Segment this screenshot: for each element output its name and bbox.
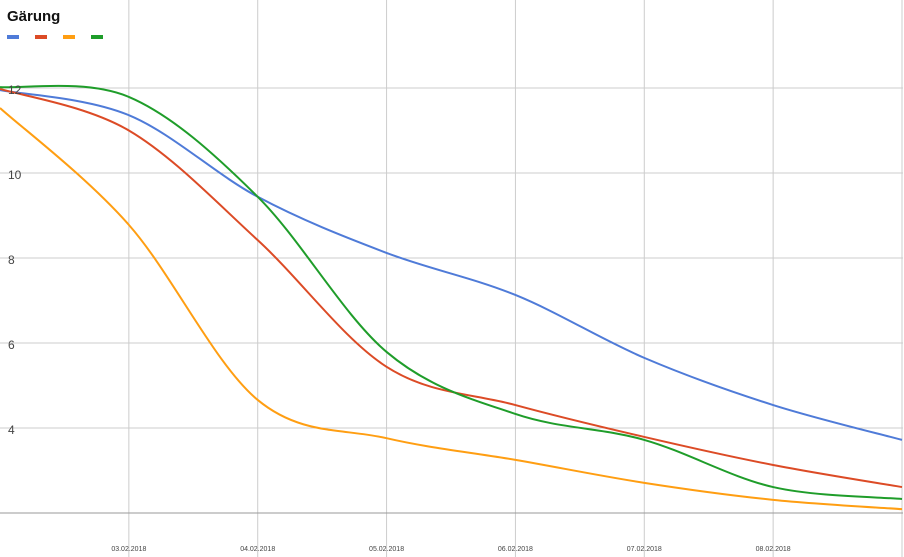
chart-title: Gärung bbox=[7, 8, 60, 25]
series-line bbox=[0, 89, 903, 441]
series-line bbox=[0, 87, 903, 489]
labels: 4 6 8 10 12 03.02.2018 04.02.2018 05.02.2018 06.… bbox=[7, 35, 791, 553]
x-tick-label: 07.02.2018 bbox=[627, 546, 662, 553]
x-tick-label: 08.02.2018 bbox=[756, 546, 791, 553]
y-tick-label: 12 bbox=[8, 83, 22, 97]
x-tick-label: 05.02.2018 bbox=[369, 546, 404, 553]
y-tick-label: 10 bbox=[8, 168, 22, 182]
y-tick-label: 6 bbox=[8, 338, 15, 352]
series-line bbox=[0, 84, 903, 500]
y-tick-label: 4 bbox=[8, 423, 15, 437]
x-tick-label: 06.02.2018 bbox=[498, 546, 533, 553]
series-line bbox=[0, 107, 903, 511]
x-tick-label: 04.02.2018 bbox=[240, 546, 275, 553]
y-tick-label: 8 bbox=[8, 253, 15, 267]
x-tick-label: 03.02.2018 bbox=[111, 546, 146, 553]
plot bbox=[0, 84, 903, 511]
